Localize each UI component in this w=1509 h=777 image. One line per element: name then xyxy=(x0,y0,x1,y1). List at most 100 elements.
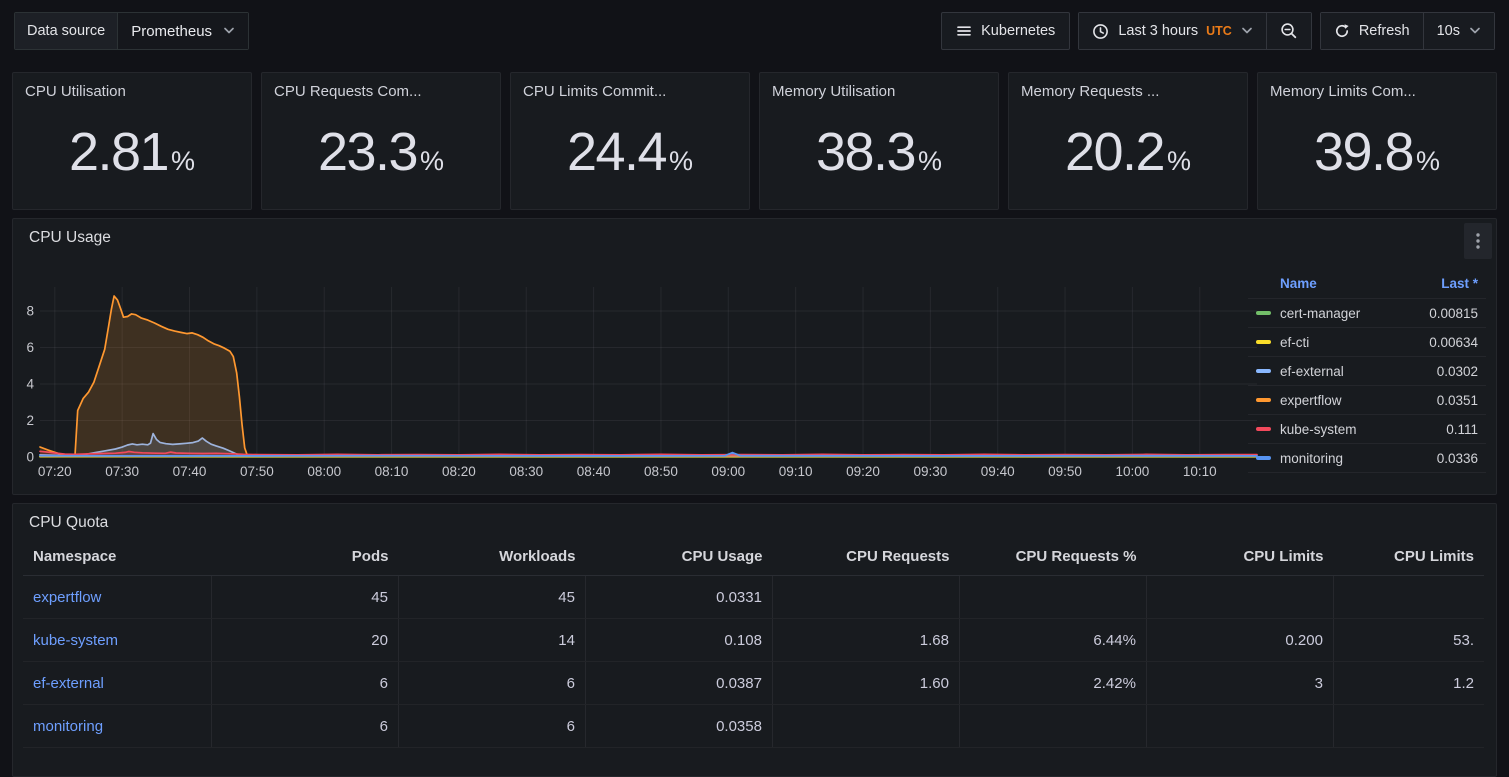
cell-cpu-requests: 1.68 xyxy=(771,618,960,662)
datasource-picker: Data source Prometheus xyxy=(14,12,250,50)
cell-pods: 6 xyxy=(210,704,399,748)
stat-panel-title[interactable]: CPU Utilisation xyxy=(25,83,126,100)
legend-series-name[interactable]: ef-cti xyxy=(1280,334,1310,350)
cell-pods: 45 xyxy=(210,575,399,619)
cell-workloads: 6 xyxy=(397,661,586,705)
cell-cpu-limits-pct: 1.2 xyxy=(1332,661,1484,705)
column-header-pods[interactable]: Pods xyxy=(211,540,399,576)
x-axis-tick-label: 08:10 xyxy=(375,464,409,479)
stat-unit: % xyxy=(669,146,694,176)
x-axis-tick-label: 08:40 xyxy=(577,464,611,479)
time-range-label: Last 3 hours xyxy=(1118,23,1199,39)
stat-value: 39.8% xyxy=(1313,122,1441,182)
legend-series-name[interactable]: expertflow xyxy=(1280,392,1342,408)
column-header-cpu-requests-pct[interactable]: CPU Requests % xyxy=(959,540,1147,576)
namespace-link[interactable]: ef-external xyxy=(33,674,104,692)
column-header-cpu-limits[interactable]: CPU Limits xyxy=(1146,540,1334,576)
cpu-usage-panel-title[interactable]: CPU Usage xyxy=(29,229,111,246)
cell-cpu-usage: 0.0387 xyxy=(584,661,773,705)
panel-menu-button[interactable] xyxy=(1464,223,1492,259)
refresh-button[interactable]: Refresh xyxy=(1320,13,1423,49)
legend-series-value: 0.00815 xyxy=(1429,305,1478,321)
cell-cpu-requests-pct: 2.42% xyxy=(958,661,1147,705)
kebab-menu-icon xyxy=(1475,231,1481,251)
cell-pods: 6 xyxy=(210,661,399,705)
x-axis-tick-label: 09:10 xyxy=(779,464,813,479)
cell-cpu-requests xyxy=(771,575,960,619)
y-axis-tick-label: 6 xyxy=(26,340,34,355)
x-axis-tick-label: 07:50 xyxy=(240,464,274,479)
namespace-link[interactable]: expertflow xyxy=(33,588,102,606)
menu-icon xyxy=(956,23,972,39)
y-axis-tick-label: 2 xyxy=(26,413,34,428)
cpu-quota-panel-title[interactable]: CPU Quota xyxy=(29,514,109,531)
stat-unit: % xyxy=(171,146,196,176)
legend-series-name[interactable]: cert-manager xyxy=(1280,305,1361,321)
column-header-namespace[interactable]: Namespace xyxy=(23,540,212,576)
x-axis-tick-label: 10:10 xyxy=(1183,464,1217,479)
cell-cpu-requests: 1.60 xyxy=(771,661,960,705)
y-axis-tick-label: 8 xyxy=(26,304,34,319)
y-axis-tick-label: 0 xyxy=(26,450,34,465)
legend-series-name[interactable]: ef-external xyxy=(1280,363,1344,379)
dashboard-toolbar: Data source Prometheus Kubernetes Last 3… xyxy=(0,0,1509,50)
zoom-out-button[interactable] xyxy=(1265,13,1311,49)
cpu-quota-panel: CPU Quota Namespace Pods Workloads CPU U… xyxy=(12,503,1497,777)
series-color-swatch[interactable] xyxy=(1256,340,1271,344)
series-color-swatch[interactable] xyxy=(1256,456,1271,460)
stat-panel-memory-requests-commitment: Memory Requests ... 20.2% xyxy=(1008,72,1248,210)
series-color-swatch[interactable] xyxy=(1256,427,1271,431)
stat-panel-title[interactable]: Memory Requests ... xyxy=(1021,83,1160,100)
kubernetes-button-label: Kubernetes xyxy=(981,23,1056,39)
column-header-cpu-usage[interactable]: CPU Usage xyxy=(585,540,773,576)
chart-legend: Name Last * cert-manager 0.00815 ef-cti … xyxy=(1248,271,1486,473)
x-axis-tick-label: 08:20 xyxy=(442,464,476,479)
series-line-ef-external xyxy=(39,432,1258,457)
namespace-link[interactable]: monitoring xyxy=(33,717,104,735)
series-area-ef-external xyxy=(40,433,1257,457)
column-header-workloads[interactable]: Workloads xyxy=(398,540,586,576)
table-header-row: Namespace Pods Workloads CPU Usage CPU R… xyxy=(23,540,1484,576)
stat-panel-title[interactable]: CPU Requests Com... xyxy=(274,83,422,100)
stats-row: CPU Utilisation 2.81% CPU Requests Com..… xyxy=(12,72,1497,210)
series-line-expertflow xyxy=(39,295,1258,457)
legend-row: kube-system 0.111 xyxy=(1248,415,1486,444)
legend-series-value: 0.0302 xyxy=(1436,363,1478,379)
cell-workloads: 6 xyxy=(397,704,586,748)
stat-value: 20.2% xyxy=(1064,122,1192,182)
datasource-select[interactable]: Prometheus xyxy=(117,13,249,49)
stat-panel-title[interactable]: Memory Utilisation xyxy=(772,83,896,100)
stat-panel-memory-utilisation: Memory Utilisation 38.3% xyxy=(759,72,999,210)
x-axis-tick-label: 07:30 xyxy=(105,464,139,479)
legend-row: ef-external 0.0302 xyxy=(1248,357,1486,386)
stat-value: 24.4% xyxy=(566,122,694,182)
x-axis-tick-label: 08:50 xyxy=(644,464,678,479)
x-axis-tick-label: 08:30 xyxy=(509,464,543,479)
legend-series-name[interactable]: kube-system xyxy=(1280,421,1357,437)
legend-header-name[interactable]: Name xyxy=(1280,276,1317,291)
chevron-down-icon xyxy=(1469,27,1481,35)
toolbar-right-group: Kubernetes Last 3 hours UTC xyxy=(941,12,1495,50)
x-axis-tick-label: 08:00 xyxy=(307,464,341,479)
namespace-link[interactable]: kube-system xyxy=(33,631,119,649)
kubernetes-dashboard-button[interactable]: Kubernetes xyxy=(941,12,1071,50)
stat-unit: % xyxy=(918,146,943,176)
refresh-interval-select[interactable]: 10s xyxy=(1422,13,1494,49)
series-color-swatch[interactable] xyxy=(1256,398,1271,402)
legend-header-last[interactable]: Last * xyxy=(1441,276,1478,291)
series-color-swatch[interactable] xyxy=(1256,369,1271,373)
time-picker-group: Last 3 hours UTC xyxy=(1078,12,1312,50)
cpu-usage-chart[interactable]: 0 2 4 6 8 07:20 07:30 07:40 07:50 08:00 08:10 08:20… xyxy=(21,263,1265,485)
stat-panel-title[interactable]: CPU Limits Commit... xyxy=(523,83,667,100)
cpu-quota-table: Namespace Pods Workloads CPU Usage CPU R… xyxy=(23,540,1484,748)
legend-series-name[interactable]: monitoring xyxy=(1280,450,1344,466)
refresh-button-label: Refresh xyxy=(1358,23,1410,39)
time-range-picker[interactable]: Last 3 hours UTC xyxy=(1079,13,1266,49)
x-axis-tick-label: 10:00 xyxy=(1116,464,1150,479)
column-header-cpu-requests[interactable]: CPU Requests xyxy=(772,540,960,576)
series-color-swatch[interactable] xyxy=(1256,311,1271,315)
stat-panel-title[interactable]: Memory Limits Com... xyxy=(1270,83,1416,100)
x-axis-tick-label: 09:20 xyxy=(846,464,880,479)
column-header-cpu-limits-pct[interactable]: CPU Limits xyxy=(1333,540,1484,576)
chevron-down-icon xyxy=(223,27,235,35)
